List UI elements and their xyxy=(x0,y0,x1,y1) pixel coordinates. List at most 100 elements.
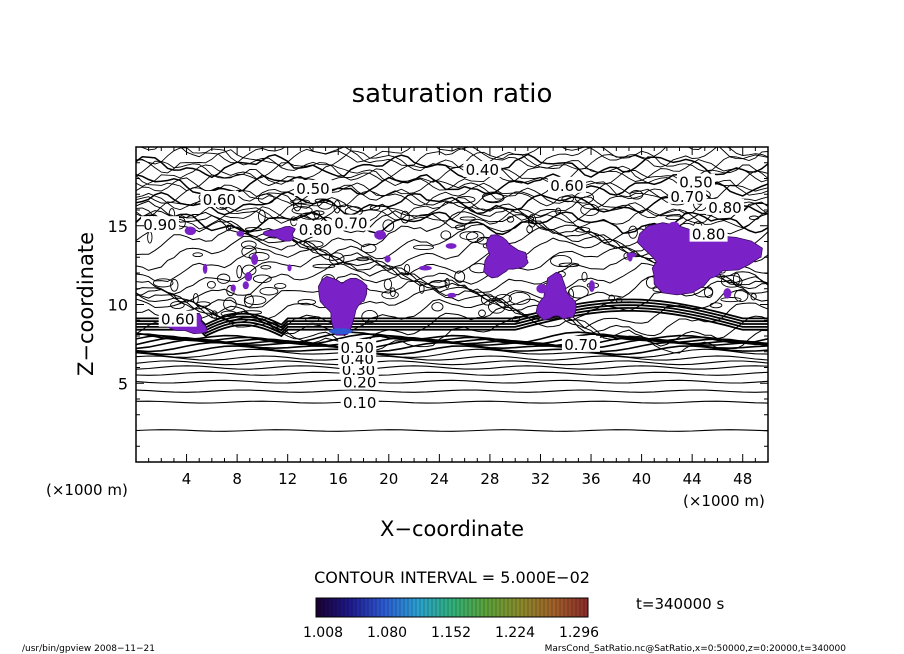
y-axis: 5 10 15 xyxy=(108,162,768,447)
contour-line xyxy=(136,159,768,183)
x-axis-unit-left: (×1000 m) xyxy=(46,481,128,499)
contour-line xyxy=(136,429,768,432)
contour-line xyxy=(138,147,768,164)
contour-cell xyxy=(305,316,320,323)
contour-cell xyxy=(297,298,317,306)
x-tick-label: 12 xyxy=(278,470,297,488)
contour-cell xyxy=(481,191,504,203)
contour-label: 0.10 xyxy=(343,394,376,412)
supersaturated-patch xyxy=(588,280,595,292)
contour-cell xyxy=(429,280,448,288)
contour-cell xyxy=(400,210,410,224)
supersaturated-patch xyxy=(384,255,391,263)
colorbar-tick-label: 1.224 xyxy=(495,625,535,641)
supersaturated-patch xyxy=(202,263,208,274)
x-tick-label: 44 xyxy=(683,470,702,488)
contour-cell xyxy=(508,291,531,305)
colorbar-tick-label: 1.296 xyxy=(559,625,599,641)
contour-label-bg xyxy=(331,214,370,231)
supersaturated-region xyxy=(317,275,368,336)
contour-line xyxy=(136,334,768,347)
contour-cell xyxy=(732,272,741,286)
contour-line xyxy=(136,297,768,337)
supersaturated-region xyxy=(535,271,577,321)
contour-cell xyxy=(291,206,313,215)
colorbar: 1.008 1.080 1.152 1.224 1.296 xyxy=(303,597,599,641)
x-tick-label: 32 xyxy=(531,470,550,488)
contour-label-bg xyxy=(293,179,332,196)
x-axis-label: X−coordinate xyxy=(380,517,524,541)
contour-label: 0.50 xyxy=(340,339,373,357)
contour-line xyxy=(136,331,768,344)
contour-cell xyxy=(561,195,574,203)
x-tick-label: 16 xyxy=(329,470,348,488)
contour-label-bg xyxy=(689,225,728,242)
contour-cell xyxy=(511,316,521,323)
contour-line xyxy=(136,365,768,370)
contour-cell xyxy=(608,294,615,302)
contour-cell xyxy=(629,190,644,200)
contour-label-bg xyxy=(340,373,379,390)
contour-cell xyxy=(243,293,254,308)
contour-label: 0.60 xyxy=(550,177,583,195)
contour-cell xyxy=(312,263,336,269)
contour-cell xyxy=(252,274,272,284)
contour-cell xyxy=(459,231,479,240)
contour-cell xyxy=(506,216,515,223)
contour-line xyxy=(136,348,768,358)
x-axis-unit-right: (×1000 m) xyxy=(683,492,765,510)
contour-cell xyxy=(244,295,267,305)
contour-cell xyxy=(220,310,238,317)
contour-label-bg xyxy=(200,190,239,207)
contour-cell xyxy=(206,280,216,289)
contour-cell xyxy=(236,265,243,279)
contour-cell xyxy=(152,278,174,288)
supersaturated-patch xyxy=(447,292,457,298)
contour-cell xyxy=(369,204,381,211)
x-tick-label: 28 xyxy=(480,470,499,488)
contour-line xyxy=(136,147,768,168)
contour-cell xyxy=(257,193,275,205)
contour-cell xyxy=(259,286,279,296)
contour-cell xyxy=(192,293,199,305)
contour-cell xyxy=(580,203,600,217)
contour-cell xyxy=(211,310,218,319)
supersaturated-region xyxy=(483,234,529,279)
chart-title: saturation ratio xyxy=(352,79,553,109)
plot-area: 0.100.200.300.400.500.400.500.600.80 0.70… xyxy=(135,146,769,463)
contour-cell xyxy=(383,278,393,291)
supersaturated-patch xyxy=(723,288,732,299)
contour-cell xyxy=(482,192,505,204)
supersaturated-patch xyxy=(287,264,292,272)
contour-cell xyxy=(290,216,298,227)
contour-label-bg xyxy=(141,216,180,233)
contour-line xyxy=(136,304,768,332)
x-axis: 4 8 12 16 20 24 28 32 36 40 44 48 xyxy=(148,147,756,488)
supersaturated-patch xyxy=(668,221,680,230)
contour-cell xyxy=(419,283,425,294)
contour-line xyxy=(136,177,768,202)
x-tick-label: 20 xyxy=(379,470,398,488)
supersaturated-patch xyxy=(236,230,245,237)
contour-cell xyxy=(555,207,562,215)
supersaturated-patch xyxy=(711,268,716,278)
contour-cell xyxy=(558,262,580,268)
x-tick-label: 40 xyxy=(632,470,651,488)
contour-label: 0.50 xyxy=(296,180,329,198)
x-tick-label: 36 xyxy=(581,470,600,488)
contour-cell xyxy=(527,215,535,223)
contour-line xyxy=(136,164,768,187)
contour-cell xyxy=(361,309,379,324)
contour-line xyxy=(136,206,768,230)
contour-cell xyxy=(314,198,330,203)
contour-label: 0.20 xyxy=(343,374,376,392)
contour-line xyxy=(136,400,768,404)
y-tick-label: 15 xyxy=(108,217,128,236)
supersaturated-patch xyxy=(244,272,253,282)
contour-line xyxy=(136,307,768,335)
y-tick-label: 5 xyxy=(118,374,128,393)
contour-cell xyxy=(225,224,231,232)
contour-cell xyxy=(216,273,231,284)
contour-label-bg xyxy=(338,339,377,356)
contour-line xyxy=(136,345,768,356)
